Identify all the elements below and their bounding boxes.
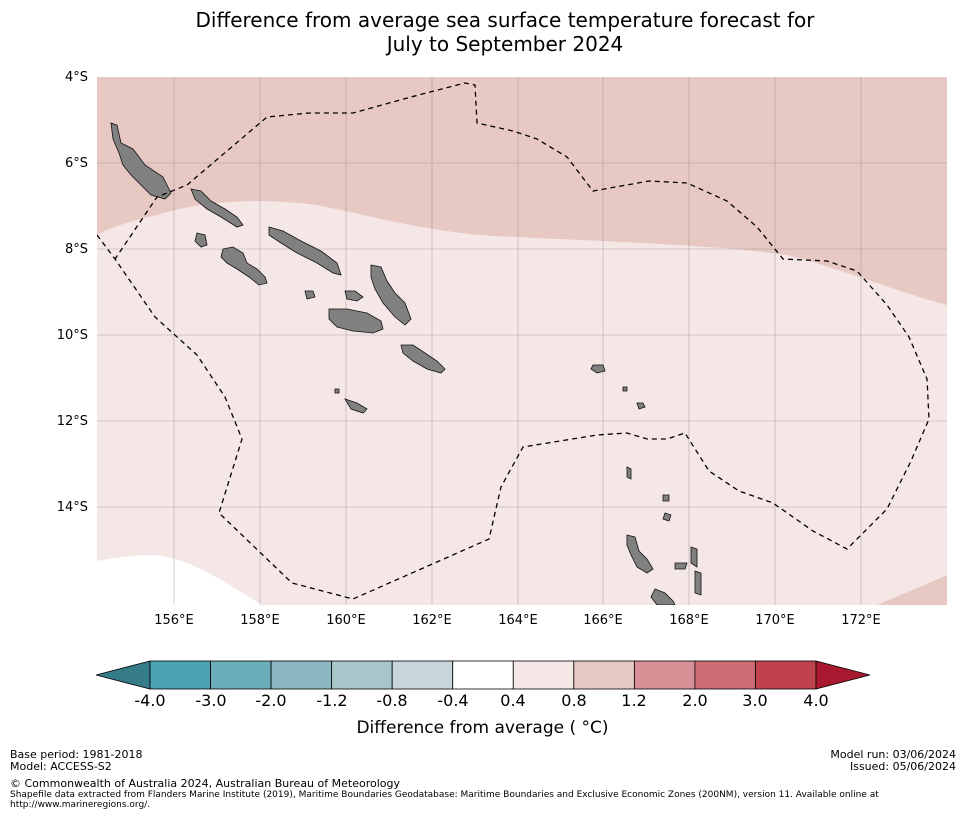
lon-label-158e: 158°E — [240, 613, 280, 628]
vanikoro-island — [636, 402, 646, 410]
lon-label-164e: 164°E — [498, 613, 538, 628]
shapefile-text: Shapefile data extracted from Flanders M… — [10, 790, 879, 800]
lat-label-4s: 4°S — [64, 70, 88, 85]
lon-label-166e: 166°E — [583, 613, 623, 628]
lon-label-156e: 156°E — [154, 613, 194, 628]
colorbar-segment — [573, 660, 635, 690]
cb-tick-11: 3.0 — [742, 691, 768, 710]
cb-tick-3: -2.0 — [255, 691, 287, 710]
cb-tick-1: -4.0 — [134, 691, 166, 710]
utupua-island — [622, 386, 628, 392]
santa-cruz-islands — [590, 364, 606, 374]
colorbar-segment — [331, 660, 393, 690]
makira-island — [400, 344, 446, 374]
colorbar — [96, 660, 870, 690]
malekula-island — [650, 588, 676, 605]
anomaly-field-neutral-southwest — [97, 555, 262, 605]
lon-label-160e: 160°E — [326, 613, 366, 628]
espiritu-santo-island — [626, 534, 654, 574]
footer-right: Model run: 03/06/2024 Issued: 05/06/2024 — [830, 749, 956, 773]
new-georgia-island — [194, 232, 208, 248]
russell-islands — [304, 290, 316, 300]
rennell-island — [344, 398, 368, 414]
guadalcanal-island — [328, 308, 384, 334]
cb-tick-8: 0.8 — [561, 691, 587, 710]
colorbar-segment — [694, 660, 756, 690]
marineregions-link[interactable]: http://www.marineregions.org/. — [10, 800, 151, 810]
map-title: Difference from average sea surface temp… — [0, 8, 965, 56]
santa-isabel-island — [268, 226, 342, 276]
vanuatu-banks-islands — [662, 494, 670, 502]
vanuatu-torres-islands — [626, 466, 632, 480]
colorbar-segment — [149, 660, 211, 690]
cb-tick-10: 2.0 — [682, 691, 708, 710]
florida-islands — [344, 290, 364, 302]
choiseul-island — [190, 188, 244, 228]
gaua-island — [662, 512, 672, 522]
colorbar-under-arrow — [96, 660, 151, 690]
issued-date: Issued: 05/06/2024 — [849, 760, 956, 773]
colorbar-segment — [270, 660, 333, 690]
colorbar-segment — [512, 660, 575, 690]
malaita-island — [370, 264, 412, 326]
base-period: Base period: 1981-2018 — [10, 748, 143, 761]
cb-tick-7: 0.4 — [500, 691, 526, 710]
eez-boundary — [97, 82, 930, 600]
copyright: © Commonwealth of Australia 2024, Austra… — [10, 777, 400, 790]
maewo-island — [690, 546, 698, 568]
bougainville-island — [110, 122, 172, 200]
colorbar-segment — [633, 660, 696, 690]
lon-label-170e: 170°E — [755, 613, 795, 628]
shapefile-credit: Shapefile data extracted from Flanders M… — [10, 790, 910, 810]
cb-tick-9: 1.2 — [621, 691, 647, 710]
colorbar-segment — [391, 660, 454, 690]
anomaly-field-dark-north — [97, 77, 947, 305]
cb-tick-5: -0.8 — [376, 691, 408, 710]
cb-tick-2: -3.0 — [195, 691, 227, 710]
land-masses — [110, 122, 702, 605]
lon-label-172e: 172°E — [841, 613, 881, 628]
anomaly-field-dark-southeast — [877, 575, 947, 605]
colorbar-over-arrow — [815, 660, 870, 690]
lat-label-6s: 6°S — [64, 156, 88, 171]
new-georgia-group — [220, 246, 268, 286]
colorbar-segment — [210, 660, 272, 690]
lat-label-8s: 8°S — [64, 242, 88, 257]
title-line-1: Difference from average sea surface temp… — [195, 8, 815, 32]
pentecost-island — [694, 570, 702, 596]
gridlines — [97, 77, 947, 605]
model-name: Model: ACCESS-S2 — [10, 760, 112, 773]
lon-label-168e: 168°E — [669, 613, 709, 628]
bellona-island — [334, 388, 340, 394]
model-run: Model run: 03/06/2024 — [830, 748, 956, 761]
colorbar-title: Difference from average ( °C) — [356, 718, 609, 738]
colorbar-segment — [755, 660, 817, 690]
footer-left: Base period: 1981-2018 Model: ACCESS-S2 — [10, 749, 142, 773]
lat-label-10s: 10°S — [56, 328, 88, 343]
cb-tick-4: -1.2 — [316, 691, 348, 710]
cb-tick-6: -0.4 — [437, 691, 469, 710]
lat-label-12s: 12°S — [56, 414, 88, 429]
title-line-2: July to September 2024 — [386, 32, 624, 56]
lon-label-162e: 162°E — [412, 613, 452, 628]
sst-anomaly-map — [97, 77, 947, 605]
colorbar-segments — [149, 660, 817, 690]
lat-label-14s: 14°S — [56, 500, 88, 515]
ambae-island — [674, 562, 688, 570]
cb-tick-12: 4.0 — [803, 691, 829, 710]
colorbar-segment — [452, 660, 514, 690]
